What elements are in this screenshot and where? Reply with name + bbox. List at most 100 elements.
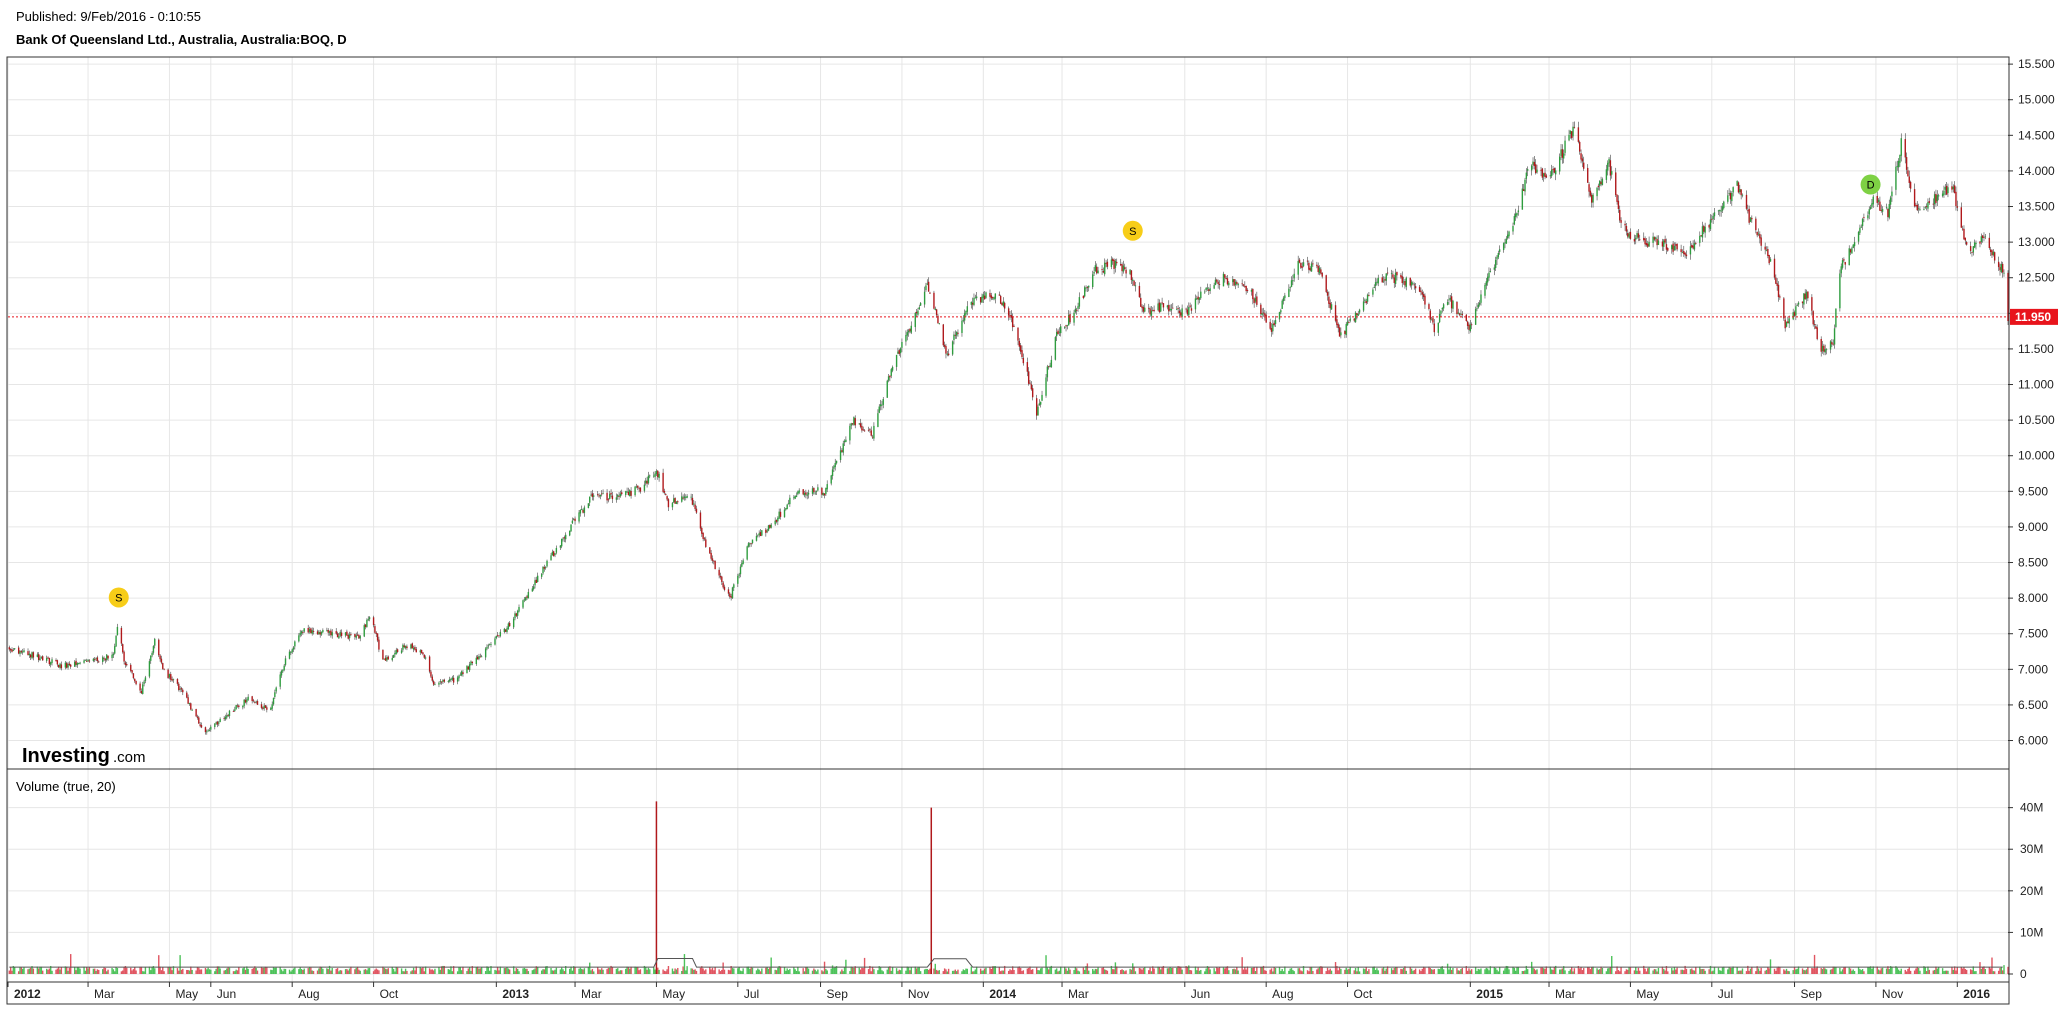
volume-bar (617, 968, 619, 974)
candle-body (1121, 264, 1123, 272)
volume-bar (561, 967, 563, 974)
volume-bar (122, 970, 124, 974)
candle-body (1366, 294, 1369, 302)
candle-body (298, 635, 300, 642)
candle-body (915, 311, 918, 314)
volume-bar (786, 968, 788, 974)
candle-body (1549, 175, 1552, 177)
candle-body (674, 498, 676, 504)
volume-bar (111, 967, 113, 974)
volume-bar (338, 971, 340, 974)
price-tick-label: 10.500 (2018, 413, 2055, 427)
candle-body (811, 488, 814, 494)
volume-bar (45, 968, 48, 974)
volume-bar (1142, 968, 1145, 974)
candle-body (1170, 308, 1173, 311)
candle-body (783, 509, 786, 518)
event-marker-split (108, 587, 129, 608)
volume-bar (750, 966, 752, 974)
candle-body (235, 705, 237, 710)
candle-body (372, 617, 375, 626)
price-tick-label: 7.500 (2018, 627, 2048, 641)
candle-body (112, 653, 115, 656)
candle-body (1047, 366, 1050, 368)
candle-body (673, 498, 675, 503)
volume-bar (1992, 971, 1995, 974)
volume-bar (1533, 968, 1536, 974)
volume-bar (21, 968, 24, 974)
candle-body (854, 418, 856, 426)
volume-bar (926, 968, 928, 974)
volume-bar (68, 967, 71, 974)
volume-bar (1741, 968, 1744, 974)
price-tick-label: 9.500 (2018, 484, 2048, 498)
candle-body (448, 679, 451, 682)
candle-body (1935, 193, 1937, 203)
candle-body (49, 662, 52, 665)
candle-body (135, 681, 137, 685)
volume-bar (1681, 969, 1684, 974)
candle-body (1114, 260, 1117, 268)
candle-body (690, 496, 692, 498)
candle-body (1480, 294, 1482, 303)
volume-bar (1064, 966, 1066, 974)
candle-body (1138, 285, 1141, 298)
volume-bar (954, 969, 956, 974)
candle-body (1645, 243, 1648, 246)
candle-body (774, 520, 776, 525)
volume-bar (1684, 965, 1686, 974)
volume-bar (1120, 970, 1122, 974)
volume-bar (1624, 971, 1626, 974)
volume-bar (1113, 969, 1115, 974)
volume-bar (151, 967, 153, 974)
volume-bar (550, 967, 552, 974)
volume-bar (419, 967, 421, 974)
candle-body (470, 661, 472, 665)
volume-bar (1689, 969, 1692, 974)
candle-body (1768, 255, 1770, 264)
volume-bar (191, 969, 193, 974)
date-tick-label: Sep (1801, 987, 1823, 1001)
volume-bar (526, 968, 528, 974)
candle-body (1188, 307, 1190, 316)
volume-bar (499, 966, 502, 974)
candle-body (897, 351, 899, 354)
volume-bar (1783, 969, 1785, 974)
volume-bar (1691, 968, 1693, 974)
volume-bar (540, 970, 543, 974)
candle-body (178, 683, 180, 691)
volume-bar (1877, 969, 1880, 974)
volume-bar (1963, 967, 1965, 974)
volume-bar (17, 971, 20, 974)
grid (7, 57, 2008, 982)
volume-bar (372, 971, 375, 974)
candle-body (1092, 274, 1094, 288)
volume-bar (1522, 971, 1525, 974)
volume-bar (87, 968, 89, 974)
candle-body (602, 493, 604, 495)
volume-bar (1055, 968, 1058, 974)
candle-body (1066, 325, 1069, 327)
candle-body (1372, 289, 1374, 295)
candle-body (1821, 345, 1824, 352)
candle-body (1412, 283, 1414, 284)
candle-body (1600, 181, 1602, 185)
candle-body (1468, 324, 1470, 330)
candle-body (901, 342, 903, 348)
volume-bar (1667, 971, 1669, 974)
volume-bar (723, 969, 726, 974)
volume-bar (1325, 971, 1327, 974)
candle-body (1829, 341, 1832, 350)
volume-bar (1717, 967, 1720, 974)
volume-bar (1868, 967, 1870, 974)
candle-body (619, 493, 622, 497)
candle-body (1129, 269, 1131, 275)
volume-bar (721, 969, 723, 974)
candle-body (590, 494, 592, 496)
volume-bar (1773, 968, 1776, 974)
volume-bar (1823, 967, 1825, 974)
candle-body (627, 491, 630, 495)
volume-bar (84, 970, 87, 974)
candle-body (1194, 298, 1197, 310)
